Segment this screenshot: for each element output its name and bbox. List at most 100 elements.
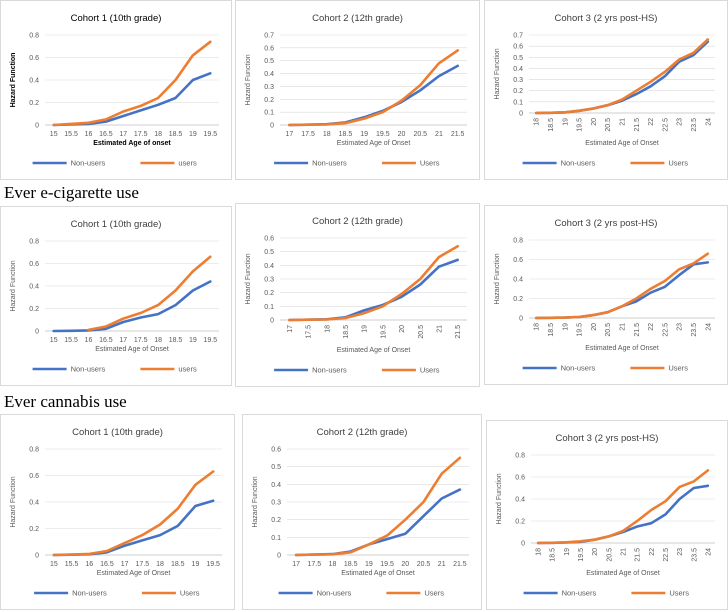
legend-label: Users (668, 364, 688, 373)
legend-label: Users (668, 159, 688, 168)
x-tick-label: 16.5 (100, 561, 114, 568)
legend-label: users (178, 159, 197, 168)
x-tick-label: 21 (436, 325, 443, 333)
chart-panel: Cohort 2 (12th grade) 0 0.1 0.2 0.3 0.4 0.5 0.6… (235, 0, 480, 180)
legend-label: Users (420, 366, 440, 375)
x-tick-label: 20.5 (605, 118, 612, 132)
x-tick-label: 16 (85, 337, 93, 344)
legend-label: Non-users (72, 589, 107, 598)
x-tick-label: 15 (50, 131, 58, 138)
y-tick-label: 0.5 (264, 249, 274, 256)
x-tick-label: 24 (705, 548, 712, 556)
y-axis-label: Hazard Function (10, 476, 17, 527)
chart-svg: Cohort 1 (10th grade) 0 0.2 0.4 0.6 0.8 15 15.5… (10, 13, 219, 168)
chart-panel: Cohort 2 (12th grade) 0 0.1 0.2 0.3 0.4 0.5 0.6… (235, 203, 480, 387)
x-tick-label: 20.5 (413, 131, 427, 138)
chart-panel: Cohort 3 (2 yrs post-HS) 0 0.2 0.4 0.6 0.8 18 1… (486, 420, 728, 610)
series-line-users (288, 244, 459, 322)
y-tick-label: 0 (35, 329, 39, 336)
legend-label: Non-users (312, 159, 347, 168)
y-axis-label: Hazard Function (10, 260, 17, 311)
chart-title: Cohort 1 (10th grade) (71, 219, 162, 230)
section-heading-e-cigarette: Ever e-cigarette use (4, 183, 139, 202)
y-tick-label: 0.6 (29, 55, 39, 62)
y-tick-label: 0.4 (515, 497, 525, 504)
x-tick-label: 19 (362, 325, 369, 333)
y-tick-label: 0 (270, 318, 274, 325)
y-tick-label: 0.4 (29, 78, 39, 85)
chart-svg: Cohort 1 (10th grade) 0 0.2 0.4 0.6 0.8 15 15.5… (10, 219, 219, 374)
x-axis-label: Estimated Age of Onset (585, 140, 659, 147)
x-tick-label: 18.5 (548, 118, 555, 132)
x-tick-label: 19.5 (206, 561, 220, 568)
series-line-users (52, 470, 215, 557)
x-axis-label: Estimated Age of onset (93, 140, 171, 147)
x-tick-label: 20.5 (605, 323, 612, 337)
chart-panel: Cohort 1 (10th grade) 0 0.2 0.4 0.6 0.8 15 15.5… (0, 0, 232, 180)
chart-svg: Cohort 2 (12th grade) 0 0.1 0.2 0.3 0.4 0.5 0.6… (252, 427, 469, 598)
y-tick-label: 0.8 (513, 238, 523, 245)
x-tick-label: 17 (121, 561, 129, 568)
x-tick-label: 19 (360, 131, 368, 138)
y-tick-label: 0.6 (515, 475, 525, 482)
x-tick-label: 23 (677, 548, 684, 556)
series-line-non-users (534, 40, 710, 115)
y-tick-label: 0.4 (264, 263, 274, 270)
x-tick-label: 18.5 (169, 337, 183, 344)
y-tick-label: 0.2 (29, 100, 39, 107)
y-tick-label: 0.4 (264, 71, 274, 78)
chart-title: Cohort 2 (12th grade) (312, 13, 403, 24)
y-tick-label: 0.4 (29, 284, 39, 291)
x-tick-label: 19 (564, 548, 571, 556)
x-tick-label: 23 (677, 323, 684, 331)
y-tick-label: 0.7 (264, 33, 274, 40)
y-tick-label: 0.4 (513, 66, 523, 73)
x-tick-label: 17 (285, 131, 293, 138)
x-tick-label: 19 (189, 337, 197, 344)
legend-label: Non-users (71, 159, 106, 168)
y-tick-label: 0 (519, 316, 523, 323)
x-tick-label: 18.5 (343, 325, 350, 339)
x-tick-label: 17 (292, 561, 300, 568)
series-line-non-users (536, 484, 710, 545)
x-tick-label: 21 (435, 131, 443, 138)
x-tick-label: 17.5 (306, 325, 313, 339)
x-tick-label: 16.5 (99, 131, 113, 138)
x-tick-label: 19.5 (380, 325, 387, 339)
legend-label: Non-users (312, 366, 347, 375)
x-tick-label: 21.5 (634, 323, 641, 337)
x-tick-label: 18.5 (339, 131, 353, 138)
x-tick-label: 20.5 (606, 548, 613, 562)
x-tick-label: 18 (324, 325, 331, 333)
x-tick-label: 23 (677, 118, 684, 126)
x-tick-label: 21 (620, 323, 627, 331)
x-tick-label: 19 (189, 131, 197, 138)
x-tick-label: 20 (591, 323, 598, 331)
chart-panel: Cohort 1 (10th grade) 0 0.2 0.4 0.6 0.8 15 15.5… (0, 206, 232, 386)
y-tick-label: 0.5 (271, 464, 281, 471)
x-tick-label: 18.5 (344, 561, 358, 568)
legend-label: Non-users (561, 364, 596, 373)
x-tick-label: 20 (398, 131, 406, 138)
legend-label: Non-users (317, 589, 352, 598)
series-line-non-users (52, 280, 212, 333)
y-tick-label: 0.7 (513, 33, 523, 40)
y-tick-label: 0.3 (264, 84, 274, 91)
y-tick-label: 0.6 (29, 473, 39, 480)
y-tick-label: 0.3 (264, 277, 274, 284)
y-axis-label: Hazard Function (245, 253, 252, 304)
chart-svg: Cohort 3 (2 yrs post-HS) 0 0.1 0.2 0.3 0.4 0.5… (494, 13, 715, 168)
y-tick-label: 0.4 (271, 482, 281, 489)
x-tick-label: 17.5 (134, 131, 148, 138)
x-tick-label: 15.5 (64, 337, 78, 344)
y-tick-label: 0.1 (271, 535, 281, 542)
series-line-non-users (294, 488, 462, 557)
chart-title: Cohort 3 (2 yrs post-HS) (556, 433, 659, 444)
x-tick-label: 19 (365, 561, 373, 568)
x-tick-label: 21 (438, 561, 446, 568)
x-tick-label: 23.5 (691, 118, 698, 132)
x-tick-label: 18.5 (169, 131, 183, 138)
x-tick-label: 17.5 (134, 337, 148, 344)
y-tick-label: 0.8 (29, 33, 39, 40)
x-tick-label: 18.5 (548, 323, 555, 337)
